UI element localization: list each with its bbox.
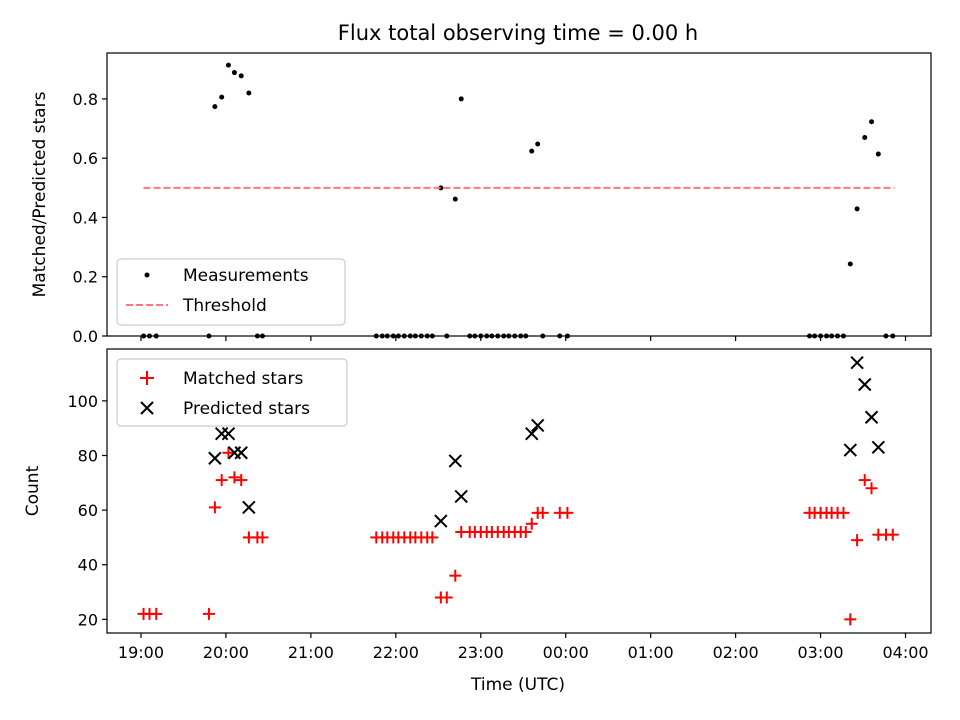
ratio-y-tick-label: 0.4 — [73, 208, 98, 227]
predicted-stars-point — [221, 426, 236, 441]
matched-stars-point — [222, 446, 235, 459]
predicted-stars-point — [234, 446, 248, 460]
matched-stars-point — [208, 501, 221, 514]
ratio-panel: 0.00.20.40.60.8 Matched/Predicted stars … — [30, 52, 932, 346]
matched-stars-point — [440, 591, 453, 604]
predicted-stars-point — [850, 355, 864, 370]
measurements-point — [862, 134, 868, 140]
measurements-point — [212, 104, 218, 110]
count-y-tick-label: 60 — [78, 501, 98, 520]
measurements-point — [529, 148, 535, 154]
matched-stars-point — [561, 506, 574, 519]
count-x-tick-label: 23:00 — [458, 643, 504, 662]
threshold-legend-label: Threshold — [182, 296, 267, 316]
predicted-stars-legend-label: Predicted stars — [183, 399, 310, 419]
measurements-point — [452, 196, 458, 202]
count-x-axis: 19:00 20:00 21:00 22:00 23:00 00:00 01:00 02:00… — [118, 633, 929, 662]
predicted-stars-point — [843, 443, 858, 457]
ratio-plot-area — [141, 62, 896, 339]
predicted-stars-point — [242, 500, 256, 515]
measurements-legend-marker — [144, 272, 150, 278]
matched-stars-point — [449, 569, 462, 582]
matched-stars-point — [235, 474, 248, 487]
measurements-point — [438, 185, 444, 191]
predicted-stars-point — [871, 440, 886, 455]
matched-stars-point — [837, 506, 850, 519]
ratio-y-tick-label: 0.6 — [73, 149, 98, 168]
measurements-point — [854, 206, 860, 212]
count-y-tick-label: 80 — [78, 447, 98, 466]
matched-stars-point — [426, 531, 439, 544]
measurements-legend-label: Measurements — [183, 266, 309, 286]
measurements-point — [231, 70, 237, 76]
count-x-tick-label: 21:00 — [288, 643, 334, 662]
measurements-point — [225, 62, 231, 68]
count-x-tick-label: 20:00 — [203, 643, 249, 662]
count-x-tick-label: 03:00 — [798, 643, 844, 662]
count-axes-frame — [106, 348, 932, 634]
ratio-y-tick-label: 0.0 — [73, 327, 98, 346]
measurements-point — [458, 96, 464, 102]
predicted-stars-point — [454, 489, 468, 504]
matched-stars-point — [519, 525, 532, 538]
count-y-tick-label: 40 — [78, 556, 98, 575]
matched-stars-point — [865, 482, 878, 495]
predicted-stars-legend-marker — [140, 401, 154, 415]
measurements-point — [869, 119, 875, 125]
measurements-point — [219, 94, 225, 100]
chart-title: Flux total observing time = 0.00 h — [338, 21, 698, 45]
count-plot-area — [137, 355, 899, 626]
count-x-tick-label: 02:00 — [713, 643, 759, 662]
measurements-point — [246, 90, 252, 96]
measurements-point — [535, 141, 541, 147]
predicted-stars-point — [208, 451, 222, 465]
count-y-tick-label: 20 — [78, 610, 98, 629]
count-legend-box — [116, 358, 348, 427]
measurements-point — [875, 151, 881, 157]
x-axis-label: Time (UTC) — [470, 675, 565, 695]
count-y-tick-label: 100 — [67, 392, 98, 411]
measurements-point — [847, 261, 853, 267]
count-panel: 20 40 60 80 100 19:00 20:00 21:00 22:00 23:00 00:… — [23, 348, 932, 695]
count-legend: Matched stars Predicted stars — [116, 358, 348, 427]
predicted-stars-point — [448, 454, 462, 468]
count-y-axis-label: Count — [23, 465, 43, 516]
predicted-stars-point — [434, 514, 448, 528]
ratio-axes-frame — [106, 52, 932, 337]
matched-stars-point — [150, 607, 163, 620]
predicted-stars-point — [864, 410, 879, 424]
ratio-legend-box — [116, 258, 346, 326]
matched-stars-point — [202, 607, 215, 620]
count-x-tick-label: 00:00 — [543, 643, 589, 662]
matched-stars-point — [886, 528, 899, 541]
ratio-x-axis — [140, 336, 907, 341]
predicted-stars-point — [858, 377, 872, 392]
matched-stars-point — [844, 613, 857, 626]
matched-stars-point — [851, 534, 864, 547]
measurements-point — [238, 73, 244, 79]
ratio-legend: Measurements Threshold — [116, 258, 346, 326]
count-x-tick-label: 22:00 — [373, 643, 419, 662]
matched-stars-point — [536, 506, 549, 519]
matched-stars-legend-label: Matched stars — [183, 369, 303, 389]
count-y-axis: 20 40 60 80 100 — [67, 392, 107, 629]
ratio-y-axis: 0.0 0.2 0.4 0.6 0.8 — [73, 90, 107, 346]
matched-stars-legend-marker — [140, 371, 154, 385]
ratio-y-tick-label: 0.8 — [73, 90, 98, 109]
count-x-tick-label: 19:00 — [118, 643, 164, 662]
matched-stars-point — [256, 531, 269, 544]
matched-stars-point — [858, 474, 871, 487]
count-x-tick-label: 04:00 — [882, 643, 928, 662]
matched-stars-point — [215, 474, 228, 487]
count-x-tick-label: 01:00 — [628, 643, 674, 662]
matched-stars-point — [228, 471, 241, 484]
matched-stars-point — [525, 517, 538, 530]
ratio-y-tick-label: 0.2 — [73, 268, 98, 287]
ratio-y-axis-label: Matched/Predicted stars — [30, 91, 50, 297]
predicted-stars-point — [525, 426, 539, 441]
predicted-stars-point — [530, 418, 545, 433]
